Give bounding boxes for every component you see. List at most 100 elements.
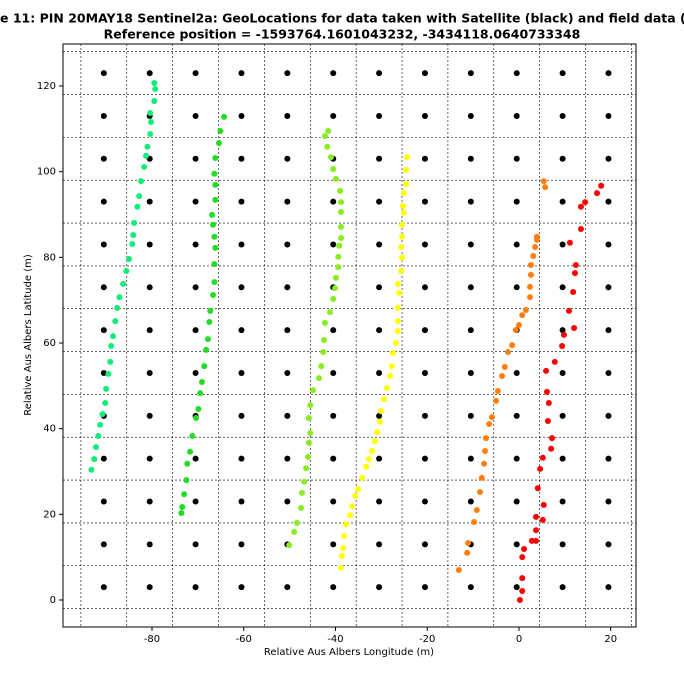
point — [324, 143, 331, 150]
x-tick-label: 0 — [516, 634, 522, 645]
point — [338, 199, 345, 206]
point — [151, 79, 158, 86]
point — [207, 307, 214, 314]
point — [100, 155, 107, 162]
point — [527, 262, 534, 269]
point — [509, 342, 516, 349]
point — [100, 284, 107, 291]
point — [335, 253, 342, 260]
point — [421, 198, 428, 205]
point — [151, 97, 158, 104]
point — [577, 203, 584, 210]
point — [467, 412, 474, 419]
point — [605, 284, 612, 291]
point — [332, 274, 339, 281]
point — [337, 187, 344, 194]
point — [516, 597, 523, 604]
point — [464, 549, 471, 556]
point — [330, 70, 337, 77]
point — [605, 412, 612, 419]
point — [513, 241, 520, 248]
point — [99, 411, 106, 418]
point — [192, 241, 199, 248]
point — [330, 455, 337, 462]
point — [376, 412, 383, 419]
x-tick-label: -40 — [327, 634, 343, 645]
y-tick-label: 40 — [43, 424, 56, 435]
point — [376, 284, 383, 291]
point — [513, 584, 520, 591]
point — [467, 498, 474, 505]
point — [376, 541, 383, 548]
point — [330, 327, 337, 334]
point — [532, 244, 539, 251]
point — [532, 513, 539, 520]
x-axis-label: Relative Aus Albers Longitude (m) — [264, 647, 434, 658]
point — [327, 309, 334, 316]
point — [136, 193, 143, 200]
point — [519, 554, 526, 561]
point — [521, 546, 528, 553]
point — [108, 342, 115, 349]
point — [376, 155, 383, 162]
point — [513, 498, 520, 505]
point — [209, 211, 216, 218]
point — [527, 271, 534, 278]
point — [146, 198, 153, 205]
point — [147, 130, 154, 137]
point — [347, 512, 354, 519]
point — [477, 489, 484, 496]
point — [100, 112, 107, 119]
point — [293, 519, 300, 526]
point — [467, 369, 474, 376]
point — [598, 182, 605, 189]
point — [551, 358, 558, 365]
point — [307, 429, 314, 436]
point — [238, 455, 245, 462]
point — [134, 203, 141, 210]
point — [488, 414, 495, 421]
point — [192, 455, 199, 462]
point — [146, 327, 153, 334]
point — [120, 280, 127, 287]
point — [421, 241, 428, 248]
point — [129, 241, 136, 248]
point — [100, 369, 107, 376]
point — [605, 498, 612, 505]
point — [146, 70, 153, 77]
point — [284, 369, 291, 376]
point — [340, 545, 347, 552]
point — [570, 289, 577, 296]
point — [204, 336, 211, 343]
point — [354, 486, 361, 493]
point — [482, 447, 489, 454]
x-tick-label: -20 — [419, 634, 435, 645]
point — [519, 588, 526, 595]
point — [421, 284, 428, 291]
point — [605, 541, 612, 548]
point — [571, 325, 578, 332]
point — [100, 327, 107, 334]
point — [110, 333, 117, 340]
point — [467, 155, 474, 162]
point — [330, 112, 337, 119]
point — [192, 541, 199, 548]
point — [533, 233, 540, 240]
point — [341, 533, 348, 540]
point — [238, 327, 245, 334]
point — [192, 327, 199, 334]
point — [394, 318, 401, 325]
point — [152, 85, 159, 92]
point — [187, 448, 194, 455]
point — [318, 363, 325, 370]
point — [377, 408, 384, 415]
point — [192, 112, 199, 119]
point — [330, 412, 337, 419]
point — [338, 235, 345, 242]
point — [376, 498, 383, 505]
point — [321, 336, 328, 343]
point — [534, 485, 541, 492]
point — [532, 537, 539, 544]
point — [365, 456, 372, 463]
